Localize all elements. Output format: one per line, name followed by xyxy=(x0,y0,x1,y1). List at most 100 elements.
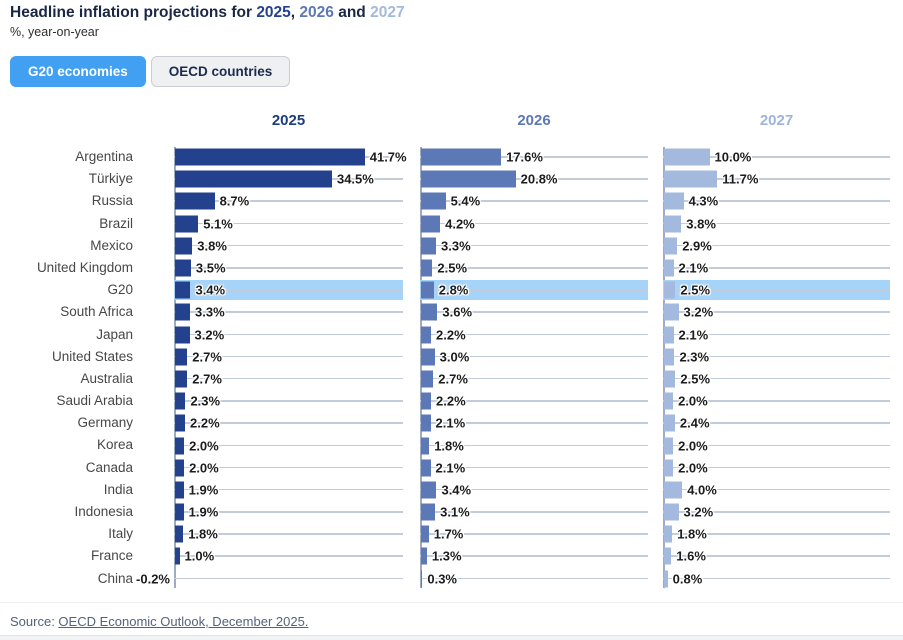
bar-row: 2.2% xyxy=(420,324,663,346)
gridline xyxy=(420,156,648,158)
bar-row: 10.0% xyxy=(663,146,903,168)
country-label: G20 xyxy=(107,282,133,298)
title-year-2025: 2025 xyxy=(256,4,291,21)
tab-oecd-countries[interactable]: OECD countries xyxy=(150,56,291,87)
gridline xyxy=(663,267,890,269)
bar-row: 3.1% xyxy=(420,501,663,523)
bar-row: 1.8% xyxy=(420,434,663,456)
gridline xyxy=(174,555,403,557)
value-label: 0.8% xyxy=(672,571,703,587)
column-header-2025: 2025 xyxy=(271,112,306,129)
value-label: 3.5% xyxy=(195,260,226,276)
value-label: 2.7% xyxy=(192,349,222,365)
country-label: Italy xyxy=(108,526,133,542)
bar xyxy=(421,215,441,233)
bar xyxy=(664,437,674,455)
gridline xyxy=(420,466,648,469)
gridline xyxy=(174,466,403,469)
country-label: Mexico xyxy=(90,237,133,253)
bar-row: 2.1% xyxy=(663,257,903,279)
bar-row: 2.2% xyxy=(174,412,420,434)
country-label: United Kingdom xyxy=(36,259,133,275)
value-label: 11.7% xyxy=(722,171,759,187)
bar xyxy=(421,392,431,410)
gridline xyxy=(663,333,890,336)
bar-row: 4.2% xyxy=(420,213,663,235)
bar xyxy=(664,481,683,499)
value-label: 8.7% xyxy=(219,193,250,209)
bar-row: 1.8% xyxy=(174,523,420,545)
bar-row: 2.3% xyxy=(663,346,903,368)
country-label: India xyxy=(103,481,133,497)
country-label: South Africa xyxy=(60,304,133,320)
bar xyxy=(421,259,433,277)
value-label: 2.1% xyxy=(435,460,466,476)
bar xyxy=(664,170,718,188)
bar xyxy=(664,414,675,432)
gridline xyxy=(174,511,403,513)
tab-g20-economies[interactable]: G20 economies xyxy=(10,56,146,87)
bar-row: 3.0% xyxy=(420,346,663,368)
gridline xyxy=(174,355,403,358)
bar-row: 1.8% xyxy=(663,523,903,545)
gridline xyxy=(174,444,403,447)
value-label: 2.3% xyxy=(190,393,221,409)
value-label: 2.7% xyxy=(192,371,222,387)
value-label: 3.1% xyxy=(440,504,470,520)
bar-row: 2.8% xyxy=(420,279,663,301)
bar-row: 3.4% xyxy=(420,479,663,501)
bar-row: 2.1% xyxy=(663,324,903,346)
gridline xyxy=(663,511,890,513)
value-label: 2.1% xyxy=(435,415,466,431)
value-label: 5.1% xyxy=(203,216,233,232)
bar-row: 2.1% xyxy=(420,457,663,479)
chart-panel-2027: 10.0% 11.7% 4.3% 3.8% 2.9% 2.1% 2.5% 3.2% 2.1% 2.… xyxy=(663,146,903,590)
gridline xyxy=(420,200,648,202)
gridline xyxy=(174,222,403,225)
bar-row: 8.7% xyxy=(174,190,420,212)
gridline xyxy=(420,533,648,535)
value-label: 2.9% xyxy=(682,238,712,254)
bar xyxy=(421,326,431,344)
value-label: 3.0% xyxy=(439,349,470,365)
value-label: 1.3% xyxy=(431,548,462,564)
value-label: 1.0% xyxy=(184,548,215,564)
value-label: 2.2% xyxy=(190,415,220,431)
bar-row: 0.8% xyxy=(663,568,903,590)
gridline xyxy=(663,156,890,158)
value-label: 3.6% xyxy=(442,304,473,320)
bar-row: 2.7% xyxy=(174,368,420,390)
value-label: 2.5% xyxy=(680,282,711,298)
value-label: 2.0% xyxy=(189,460,219,476)
gridline xyxy=(420,555,648,557)
gridline xyxy=(663,222,890,225)
bar xyxy=(664,547,672,565)
bar-row: 11.7% xyxy=(663,168,903,190)
source-link[interactable]: OECD Economic Outlook, December 2025. xyxy=(58,614,309,629)
country-label: Indonesia xyxy=(74,504,133,519)
bar-row: 1.3% xyxy=(420,545,663,567)
value-label: -0.2% xyxy=(136,571,170,587)
bar xyxy=(664,237,678,255)
bar xyxy=(664,570,668,588)
value-label: 2.0% xyxy=(189,438,219,454)
value-label: 2.8% xyxy=(438,282,469,298)
value-label: 3.8% xyxy=(197,238,227,254)
bar-row: 3.3% xyxy=(420,235,663,257)
column-header-2026: 2026 xyxy=(517,112,551,129)
bar xyxy=(421,481,437,499)
country-label: Canada xyxy=(85,459,133,475)
gridline xyxy=(663,444,890,447)
country-label: Germany xyxy=(77,415,133,431)
bar xyxy=(664,259,674,277)
title-year-2027: 2027 xyxy=(370,4,405,21)
bar xyxy=(175,281,191,299)
gridline xyxy=(663,533,890,535)
bar-row: 2.0% xyxy=(663,434,903,456)
bar xyxy=(175,215,199,233)
bar xyxy=(664,392,674,410)
gridline xyxy=(420,289,648,291)
gridline xyxy=(420,311,648,313)
value-label: 4.3% xyxy=(688,193,719,209)
bar xyxy=(421,348,435,366)
